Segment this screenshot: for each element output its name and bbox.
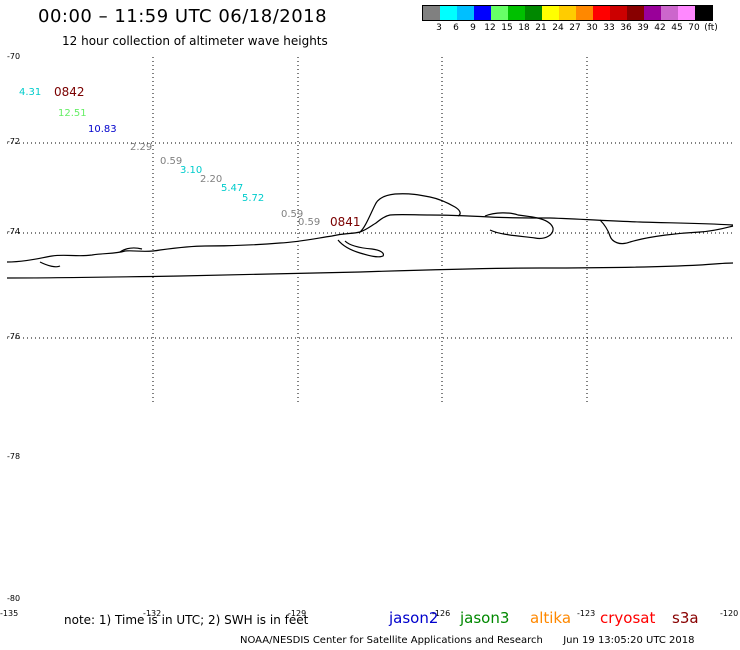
color-scale-swatch xyxy=(457,6,474,20)
color-scale-swatch xyxy=(423,6,440,20)
color-scale-swatch xyxy=(491,6,508,20)
color-scale-label: 3 xyxy=(436,23,442,33)
color-scale-swatch xyxy=(440,6,457,20)
graticule xyxy=(7,57,732,405)
color-scale-swatch xyxy=(542,6,559,20)
color-scale-swatch xyxy=(644,6,661,20)
lat-label: -72 xyxy=(7,137,21,146)
wave-height-label: 5.72 xyxy=(242,193,265,204)
lat-label: -74 xyxy=(7,227,21,236)
color-scale-label: 39 xyxy=(637,23,649,33)
satellite-legend-item: jason2 xyxy=(389,609,439,627)
color-scale-swatch xyxy=(610,6,627,20)
color-scale-label: 6 xyxy=(453,23,459,33)
color-scale-swatch xyxy=(593,6,610,20)
lat-label: -80 xyxy=(7,594,21,603)
antarctic-coastline xyxy=(6,193,734,279)
lon-label: -123 xyxy=(577,609,596,618)
satellite-legend-item: altika xyxy=(530,609,572,627)
wave-height-label: 0.59 xyxy=(281,209,304,220)
coastline-inner xyxy=(6,262,734,279)
color-scale-swatch xyxy=(525,6,542,20)
pass-time-label: 0842 xyxy=(54,85,85,99)
color-scale-label: 21 xyxy=(535,23,547,33)
wave-height-label: 4.31 xyxy=(19,87,42,98)
coastline-ice-shelf xyxy=(359,193,461,233)
coastline-detail xyxy=(119,247,143,253)
color-scale-swatches xyxy=(422,5,713,21)
color-scale-label: 9 xyxy=(470,23,476,33)
pass-time-label: 0841 xyxy=(330,215,361,229)
color-scale-label: 30 xyxy=(586,23,598,33)
color-scale-label: 18 xyxy=(518,23,530,33)
color-scale-label: 12 xyxy=(484,23,496,33)
lon-label: -126 xyxy=(432,609,451,618)
color-scale-label: (ft) xyxy=(704,23,718,33)
satellite-legend-item: s3a xyxy=(672,609,699,627)
coastline-detail xyxy=(39,261,61,268)
credit-line: NOAA/NESDIS Center for Satellite Applica… xyxy=(240,635,694,646)
coastline-island xyxy=(337,239,385,258)
wave-height-label: 2.29 xyxy=(130,142,153,153)
wave-height-label: 3.10 xyxy=(180,165,203,176)
lat-label: -78 xyxy=(7,452,21,461)
color-scale-label: 45 xyxy=(671,23,683,33)
coastline-bay xyxy=(484,212,554,240)
wave-height-label: 12.51 xyxy=(58,108,87,119)
lon-label: -120 xyxy=(720,609,739,618)
color-scale-swatch xyxy=(474,6,491,20)
color-scale-label: 24 xyxy=(552,23,564,33)
color-scale-swatch xyxy=(627,6,644,20)
map-title: 00:00 – 11:59 UTC 06/18/2018 xyxy=(38,6,328,27)
wave-height-label: 2.20 xyxy=(200,174,223,185)
lat-label: -70 xyxy=(7,52,21,61)
color-scale-label: 15 xyxy=(501,23,513,33)
color-scale-swatch xyxy=(508,6,525,20)
map-subtitle: 12 hour collection of altimeter wave hei… xyxy=(62,34,328,48)
wave-height-label: 0.59 xyxy=(298,217,321,228)
color-scale-legend: 3 6 9 12 15 18 21 24 27 30 33 36 39 42 45 70 (ft) xyxy=(422,5,718,33)
satellite-legend-item: cryosat xyxy=(600,609,656,627)
wave-height-label: 0.59 xyxy=(160,156,183,167)
lon-label: -132 xyxy=(143,609,162,618)
color-scale-swatch xyxy=(576,6,593,20)
color-scale-label: 42 xyxy=(654,23,666,33)
satellite-legend-item: jason3 xyxy=(460,609,510,627)
color-scale-label: 27 xyxy=(569,23,581,33)
color-scale-label: 70 xyxy=(688,23,700,33)
credit-organization: NOAA/NESDIS Center for Satellite Applica… xyxy=(240,635,543,646)
color-scale-label: 33 xyxy=(603,23,615,33)
color-scale-label: 36 xyxy=(620,23,632,33)
lon-label: -135 xyxy=(0,609,19,618)
units-note: note: 1) Time is in UTC; 2) SWH is in fe… xyxy=(64,613,309,627)
coastline-outer xyxy=(6,213,734,263)
color-scale-swatch xyxy=(678,6,695,20)
color-scale-swatch xyxy=(559,6,576,20)
wave-height-label: 5.47 xyxy=(221,183,244,194)
coastline-peninsula xyxy=(599,219,734,245)
color-scale-swatch xyxy=(661,6,678,20)
wave-height-label: 10.83 xyxy=(88,124,117,135)
lon-label: -129 xyxy=(288,609,307,618)
generated-timestamp: Jun 19 13:05:20 UTC 2018 xyxy=(563,635,695,646)
color-scale-swatch xyxy=(695,6,712,20)
lat-label: -76 xyxy=(7,332,21,341)
